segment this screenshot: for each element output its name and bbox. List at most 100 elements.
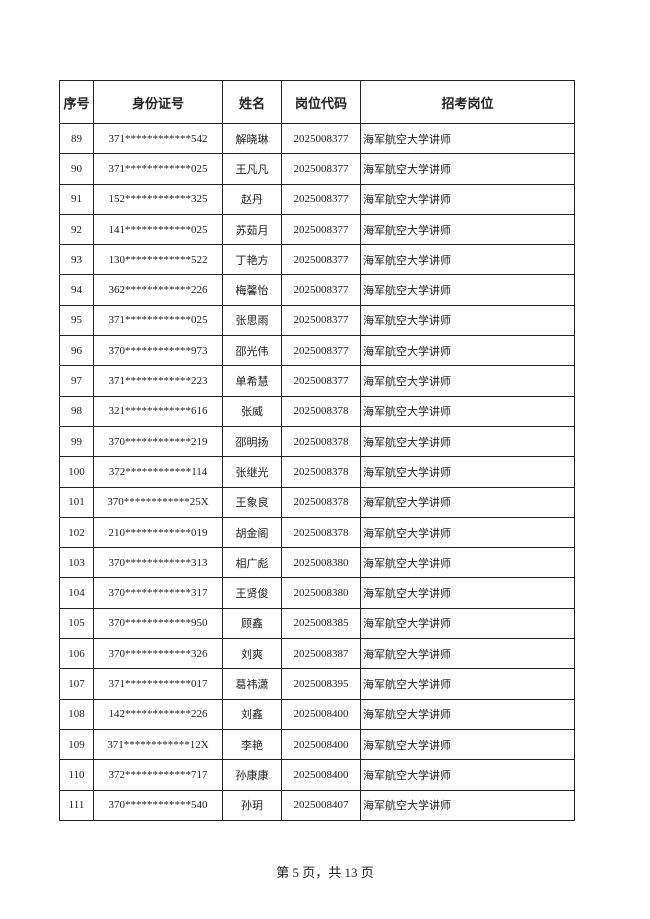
cell-name: 苏茹月 bbox=[222, 213, 282, 246]
cell-post: 海军航空大学讲师 bbox=[360, 153, 575, 185]
table-row: 90 371************025 王凡凡 2025008377 海军航空大学讲… bbox=[59, 153, 575, 185]
cell-seq: 108 bbox=[59, 698, 94, 730]
cell-post-code: 2025008400 bbox=[281, 728, 361, 761]
cell-name: 解晓琳 bbox=[222, 122, 282, 155]
cell-seq: 95 bbox=[59, 304, 94, 337]
cell-name: 张思雨 bbox=[222, 304, 282, 337]
cell-id-number: 130************522 bbox=[93, 244, 223, 276]
cell-post: 海军航空大学讲师 bbox=[360, 486, 575, 518]
table-row: 104 370************317 王贤俊 2025008380 海军航空大学… bbox=[59, 577, 575, 609]
cell-id-number: 371************017 bbox=[93, 668, 223, 700]
cell-post: 海军航空大学讲师 bbox=[360, 183, 575, 215]
table-row: 96 370************973 邵光伟 2025008377 海军航空大学讲… bbox=[59, 335, 575, 367]
header-name: 姓名 bbox=[222, 80, 282, 124]
table-row: 106 370************326 刘爽 2025008387 海军航空大学讲… bbox=[59, 638, 575, 670]
cell-seq: 98 bbox=[59, 395, 94, 427]
cell-seq: 111 bbox=[59, 789, 94, 821]
table-row: 91 152************325 赵丹 2025008377 海军航空大学讲师 bbox=[59, 183, 575, 215]
cell-post: 海军航空大学讲师 bbox=[360, 789, 575, 821]
table-header-row: 序号 身份证号 姓名 岗位代码 招考岗位 bbox=[59, 80, 575, 124]
cell-id-number: 321************616 bbox=[93, 395, 223, 427]
cell-post-code: 2025008378 bbox=[281, 486, 361, 518]
cell-name: 相广彪 bbox=[222, 547, 282, 579]
cell-name: 王贤俊 bbox=[222, 577, 282, 609]
cell-seq: 103 bbox=[59, 547, 94, 579]
cell-id-number: 371************12X bbox=[93, 728, 223, 761]
table-row: 97 371************223 单希慧 2025008377 海军航空大学讲… bbox=[59, 365, 575, 397]
cell-id-number: 372************114 bbox=[93, 456, 223, 488]
cell-seq: 100 bbox=[59, 456, 94, 488]
cell-id-number: 370************973 bbox=[93, 335, 223, 367]
cell-seq: 90 bbox=[59, 153, 94, 185]
table-row: 99 370************219 邵明扬 2025008378 海军航空大学讲… bbox=[59, 425, 575, 458]
header-seq: 序号 bbox=[59, 80, 94, 124]
cell-post-code: 2025008378 bbox=[281, 456, 361, 488]
header-post-code: 岗位代码 bbox=[281, 80, 361, 124]
cell-seq: 96 bbox=[59, 335, 94, 367]
cell-post: 海军航空大学讲师 bbox=[360, 122, 575, 155]
cell-post-code: 2025008407 bbox=[281, 789, 361, 821]
cell-id-number: 370************540 bbox=[93, 789, 223, 821]
cell-post-code: 2025008377 bbox=[281, 213, 361, 246]
cell-post: 海军航空大学讲师 bbox=[360, 728, 575, 761]
cell-post: 海军航空大学讲师 bbox=[360, 425, 575, 458]
cell-post-code: 2025008377 bbox=[281, 365, 361, 397]
cell-id-number: 370************326 bbox=[93, 638, 223, 670]
cell-seq: 91 bbox=[59, 183, 94, 215]
cell-id-number: 141************025 bbox=[93, 213, 223, 246]
cell-name: 邵光伟 bbox=[222, 335, 282, 367]
cell-post-code: 2025008377 bbox=[281, 274, 361, 306]
cell-seq: 105 bbox=[59, 607, 94, 640]
table-row: 109 371************12X 李艳 2025008400 海军航空大学讲… bbox=[59, 728, 575, 761]
table-row: 100 372************114 张继光 2025008378 海军航空大学… bbox=[59, 456, 575, 488]
table-row: 95 371************025 张思雨 2025008377 海军航空大学讲… bbox=[59, 304, 575, 337]
cell-id-number: 370************317 bbox=[93, 577, 223, 609]
cell-name: 孙康康 bbox=[222, 759, 282, 791]
cell-post: 海军航空大学讲师 bbox=[360, 638, 575, 670]
cell-post-code: 2025008378 bbox=[281, 425, 361, 458]
cell-name: 顾鑫 bbox=[222, 607, 282, 640]
cell-post: 海军航空大学讲师 bbox=[360, 607, 575, 640]
page-footer: 第 5 页，共 13 页 bbox=[276, 865, 374, 880]
cell-id-number: 371************542 bbox=[93, 122, 223, 155]
cell-post: 海军航空大学讲师 bbox=[360, 759, 575, 791]
cell-name: 赵丹 bbox=[222, 183, 282, 215]
table-row: 107 371************017 葛祎潇 2025008395 海军航空大学… bbox=[59, 668, 575, 700]
cell-name: 刘鑫 bbox=[222, 698, 282, 730]
cell-seq: 106 bbox=[59, 638, 94, 670]
cell-post: 海军航空大学讲师 bbox=[360, 395, 575, 427]
cell-name: 王象良 bbox=[222, 486, 282, 518]
cell-post-code: 2025008378 bbox=[281, 516, 361, 549]
cell-seq: 93 bbox=[59, 244, 94, 276]
cell-id-number: 142************226 bbox=[93, 698, 223, 730]
cell-post-code: 2025008377 bbox=[281, 244, 361, 276]
cell-name: 丁艳方 bbox=[222, 244, 282, 276]
cell-name: 胡金阁 bbox=[222, 516, 282, 549]
cell-seq: 107 bbox=[59, 668, 94, 700]
cell-post: 海军航空大学讲师 bbox=[360, 335, 575, 367]
cell-post-code: 2025008377 bbox=[281, 335, 361, 367]
cell-name: 刘爽 bbox=[222, 638, 282, 670]
header-id-number: 身份证号 bbox=[93, 80, 223, 124]
cell-id-number: 370************313 bbox=[93, 547, 223, 579]
table-row: 94 362************226 梅馨怡 2025008377 海军航空大学讲… bbox=[59, 274, 575, 306]
cell-post-code: 2025008377 bbox=[281, 122, 361, 155]
cell-id-number: 370************950 bbox=[93, 607, 223, 640]
cell-id-number: 370************25X bbox=[93, 486, 223, 518]
cell-id-number: 371************025 bbox=[93, 153, 223, 185]
cell-name: 张威 bbox=[222, 395, 282, 427]
cell-post-code: 2025008380 bbox=[281, 547, 361, 579]
cell-seq: 109 bbox=[59, 728, 94, 761]
cell-id-number: 371************223 bbox=[93, 365, 223, 397]
cell-post-code: 2025008377 bbox=[281, 153, 361, 185]
header-post: 招考岗位 bbox=[360, 80, 575, 124]
cell-post: 海军航空大学讲师 bbox=[360, 668, 575, 700]
cell-post-code: 2025008377 bbox=[281, 304, 361, 337]
cell-post: 海军航空大学讲师 bbox=[360, 304, 575, 337]
table-row: 111 370************540 孙玥 2025008407 海军航空大学讲… bbox=[59, 789, 575, 821]
table-row: 108 142************226 刘鑫 2025008400 海军航空大学讲… bbox=[59, 698, 575, 730]
cell-id-number: 372************717 bbox=[93, 759, 223, 791]
cell-id-number: 370************219 bbox=[93, 425, 223, 458]
cell-post: 海军航空大学讲师 bbox=[360, 577, 575, 609]
cell-post-code: 2025008377 bbox=[281, 183, 361, 215]
